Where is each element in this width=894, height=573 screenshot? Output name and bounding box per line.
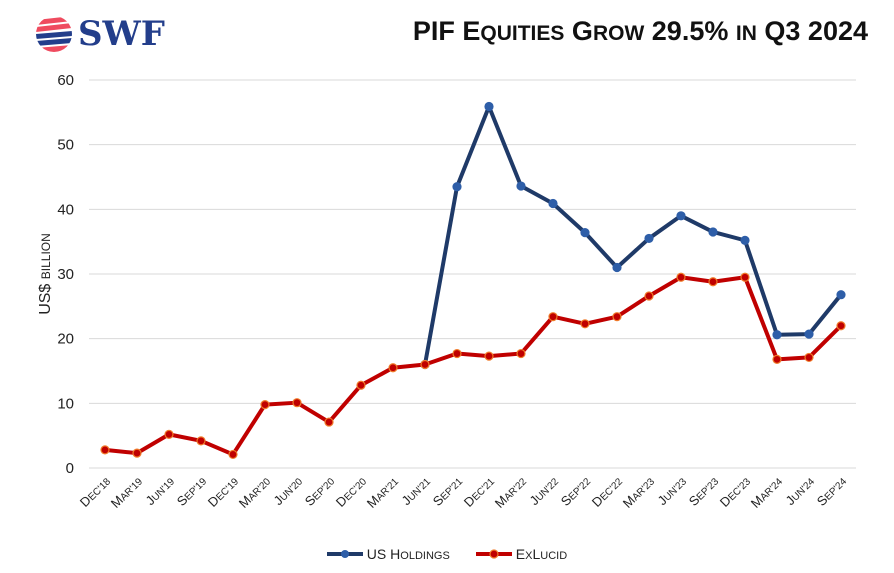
legend-label-exlucid: ExLucid xyxy=(515,546,568,562)
y-tick-label: 50 xyxy=(57,137,74,154)
x-tick-label: JUN'19 xyxy=(142,473,177,508)
data-point[interactable] xyxy=(516,181,526,191)
data-point[interactable] xyxy=(452,182,462,192)
data-point[interactable] xyxy=(484,351,494,361)
series-line xyxy=(423,104,843,365)
data-point[interactable] xyxy=(644,233,654,244)
x-tick-label: DEC'20 xyxy=(333,473,370,510)
x-tick-label: MAR'21 xyxy=(364,473,402,511)
data-point[interactable] xyxy=(804,329,814,339)
chart-title-text: PIF Equities Grow 29.5% in Q3 2024 xyxy=(412,16,868,46)
x-tick-label: MAR'23 xyxy=(620,473,658,511)
data-point[interactable] xyxy=(580,228,590,238)
data-point[interactable] xyxy=(100,445,110,455)
x-tick-label: JUN'20 xyxy=(270,473,305,508)
data-point[interactable] xyxy=(612,262,622,273)
series-line xyxy=(104,275,843,457)
data-point[interactable] xyxy=(676,211,686,221)
x-tick-label: MAR'19 xyxy=(108,473,146,511)
data-point[interactable] xyxy=(164,429,174,439)
data-point[interactable] xyxy=(260,400,270,410)
x-tick-label: JUN'21 xyxy=(398,473,433,508)
x-tick-label: SEP'24 xyxy=(814,473,850,509)
data-point[interactable] xyxy=(196,436,206,446)
data-point[interactable] xyxy=(836,290,846,300)
y-tick-label: 10 xyxy=(57,395,74,412)
x-tick-label: DEC'22 xyxy=(589,473,626,510)
data-point[interactable] xyxy=(772,330,782,340)
globe-logo-icon xyxy=(36,16,72,52)
data-point[interactable] xyxy=(548,198,558,209)
data-point[interactable] xyxy=(580,319,590,329)
x-tick-label: DEC'19 xyxy=(205,473,242,510)
series-exlucid xyxy=(100,272,846,460)
legend-label-us-holdings: US Holdings xyxy=(366,546,450,562)
data-point[interactable] xyxy=(612,312,622,322)
data-point[interactable] xyxy=(548,312,558,322)
y-tick-label: 20 xyxy=(57,331,74,348)
x-tick-label: DEC'18 xyxy=(77,473,114,510)
y-axis-ticks: 0 10 20 30 40 50 60 xyxy=(57,72,74,477)
x-tick-label: SEP'22 xyxy=(558,473,594,509)
x-axis-ticks: DEC'18MAR'19JUN'19SEP'19DEC'19MAR'20JUN'… xyxy=(77,473,850,511)
data-point[interactable] xyxy=(356,380,366,390)
x-tick-label: MAR'22 xyxy=(492,473,530,511)
data-point[interactable] xyxy=(388,363,398,373)
x-tick-label: MAR'20 xyxy=(236,473,274,511)
y-tick-label: 40 xyxy=(57,201,74,218)
x-tick-label: SEP'20 xyxy=(302,473,338,509)
y-tick-label: 0 xyxy=(66,460,74,477)
data-point[interactable] xyxy=(804,352,814,363)
x-tick-label: JUN'24 xyxy=(782,473,817,508)
legend: US Holdings ExLucid xyxy=(0,546,894,562)
data-point[interactable] xyxy=(132,448,142,458)
data-point[interactable] xyxy=(708,227,718,237)
logo-text: SWF xyxy=(78,14,165,54)
y-tick-label: 30 xyxy=(57,266,74,283)
legend-item-exlucid[interactable]: ExLucid xyxy=(475,546,568,562)
data-point[interactable] xyxy=(676,272,686,282)
y-axis-label: US$ BILLION xyxy=(37,233,54,315)
x-tick-label: JUN'23 xyxy=(654,473,689,508)
x-tick-label: SEP'23 xyxy=(686,473,722,509)
data-point[interactable] xyxy=(452,348,462,359)
x-tick-label: JUN'22 xyxy=(526,473,561,508)
x-tick-label: SEP'19 xyxy=(174,473,210,509)
us-holdings-line-icon xyxy=(326,550,363,558)
data-point[interactable] xyxy=(740,272,750,282)
x-tick-label: MAR'24 xyxy=(748,473,786,511)
x-tick-label: DEC'21 xyxy=(461,473,498,510)
data-point[interactable] xyxy=(644,291,654,301)
exlucid-line-icon xyxy=(475,549,512,559)
data-series xyxy=(100,101,846,460)
data-point[interactable] xyxy=(772,354,782,364)
data-point[interactable] xyxy=(836,321,846,331)
y-tick-label: 60 xyxy=(57,72,74,89)
data-point[interactable] xyxy=(516,348,526,359)
x-tick-label: SEP'21 xyxy=(430,473,466,509)
data-point[interactable] xyxy=(292,398,302,408)
data-point[interactable] xyxy=(708,277,718,287)
x-tick-label: DEC'23 xyxy=(717,473,754,510)
legend-item-us-holdings[interactable]: US Holdings xyxy=(326,546,450,562)
data-point[interactable] xyxy=(324,417,334,427)
data-point[interactable] xyxy=(740,235,750,245)
data-point[interactable] xyxy=(484,101,494,112)
swf-logo: SWF xyxy=(34,12,165,56)
gridlines xyxy=(89,79,856,469)
data-point[interactable] xyxy=(420,359,430,370)
chart-title: PIF Equities Grow 29.5% in Q3 2024 xyxy=(413,16,868,47)
data-point[interactable] xyxy=(228,449,238,460)
series-us-holdings xyxy=(420,101,846,370)
